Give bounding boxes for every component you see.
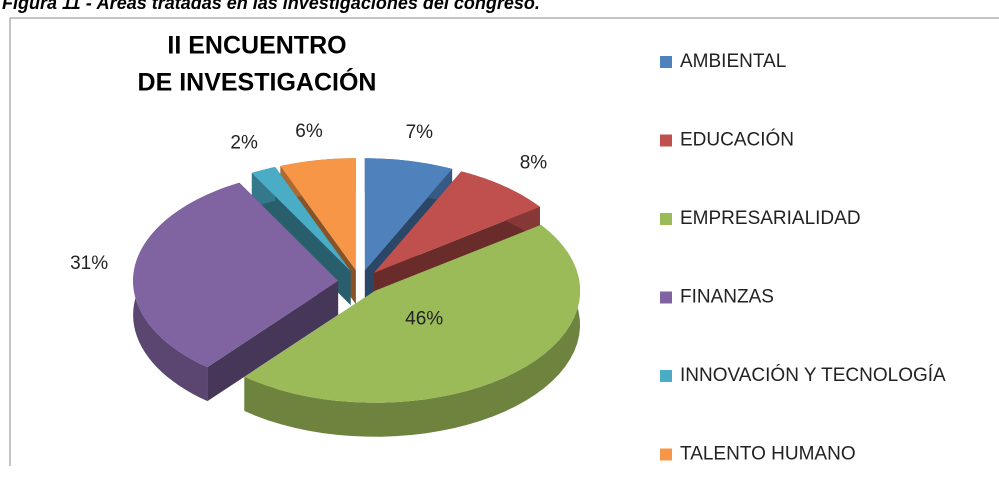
slice [244, 224, 581, 403]
legend-swatch [660, 213, 672, 225]
data-label: 46% [405, 308, 443, 329]
data-label: 7% [406, 122, 434, 143]
data-label: 31% [70, 253, 108, 274]
legend-label: TALENTO HUMANO [680, 444, 856, 465]
legend-label: AMBIENTAL [680, 51, 786, 72]
caption: Figura 11 - Áreas tratadas en las invest… [2, 0, 540, 13]
data-label: 2% [230, 133, 258, 154]
data-label: 6% [295, 121, 323, 142]
data-label: 8% [520, 152, 548, 173]
legend-label: EDUCACIÓN [680, 129, 794, 151]
slice-side [244, 224, 581, 437]
chart-title: DE INVESTIGACIÓN [138, 67, 377, 97]
legend-swatch [660, 291, 672, 304]
legend-label: INNOVACIÓN Y TECNOLOGÍA [680, 364, 946, 386]
slice [364, 158, 453, 271]
slice [374, 171, 540, 273]
chart-title: II ENCUENTRO [167, 32, 346, 60]
slice [251, 166, 351, 272]
legend-swatch [660, 56, 672, 68]
slice [133, 182, 339, 368]
slice [280, 158, 356, 271]
slice-cut-face [207, 280, 339, 402]
legend-swatch [660, 448, 672, 461]
legend-label: EMPRESARIALIDAD [680, 208, 861, 229]
legend-swatch [660, 370, 672, 382]
legend-swatch [660, 134, 672, 147]
legend-label: FINANZAS [680, 287, 774, 308]
